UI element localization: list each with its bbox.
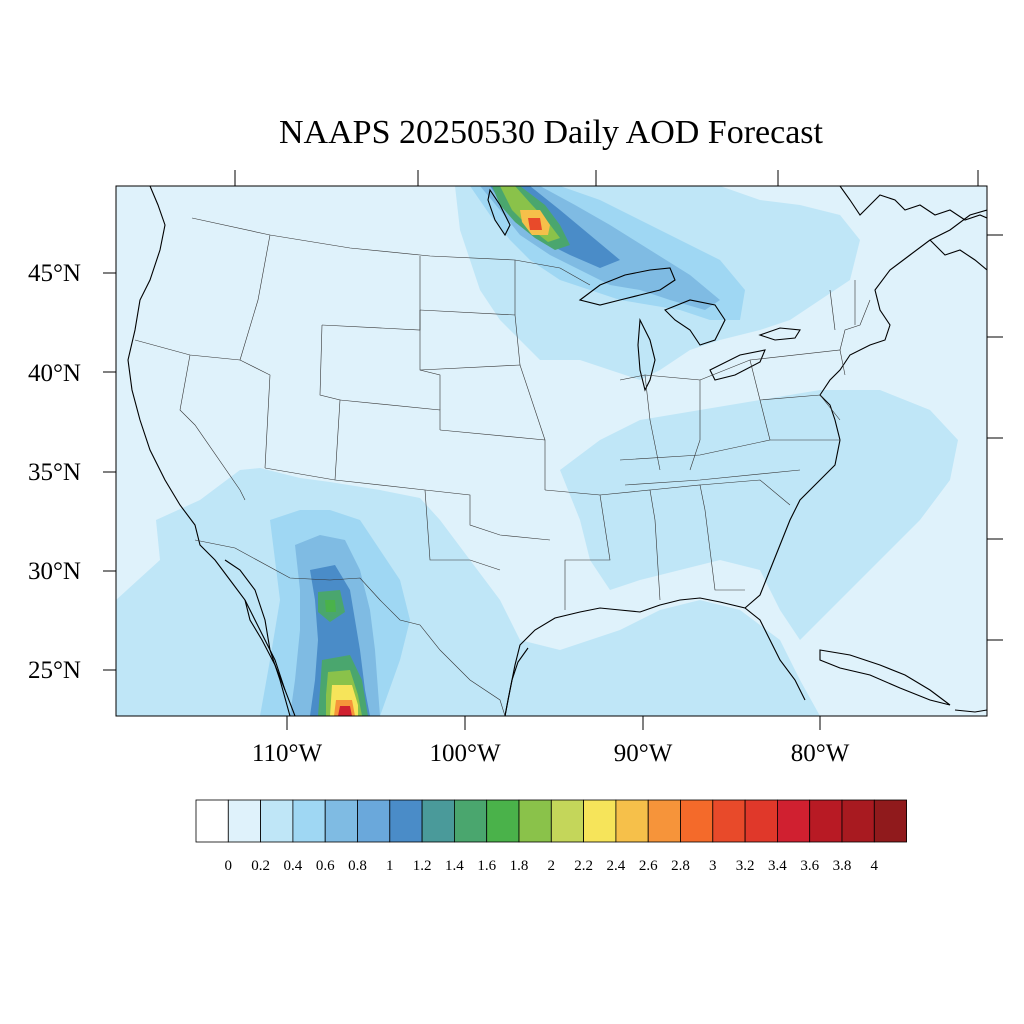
state-borders [134,217,871,716]
colorbar-swatch [615,799,649,843]
colorbar-swatch [486,799,520,843]
colorbar-tick-label: 1.6 [477,858,496,874]
colorbar-swatch [324,799,358,843]
colorbar-tick-label: 3.8 [833,858,852,874]
colorbar-tick-label: 2.6 [639,858,658,874]
colorbar-tick-label: 3.2 [736,858,755,874]
colorbar-tick-label: 1.2 [413,858,432,874]
colorbar-swatch [260,799,294,843]
lat-label-25n: 25°N [28,657,81,684]
colorbar-tick-label: 4 [871,858,879,874]
colorbar-tick-label: 2.2 [574,858,593,874]
colorbar-tick-label: 2 [548,858,556,874]
aod-colorbar-labels: 0 0.2 0.4 0.6 0.8 1 1.2 1.4 1.6 1.8 2 2.2 2.4 2.6 2.8 3… [225,858,879,874]
lat-label-35n: 35°N [28,459,81,486]
colorbar-tick-label: 0.2 [251,858,270,874]
colorbar-swatch [292,799,326,843]
colorbar-swatch [841,799,875,843]
colorbar-swatch [873,799,907,843]
colorbar-tick-label: 1 [386,858,394,874]
colorbar-swatch [357,799,391,843]
colorbar-swatch [712,799,746,843]
colorbar-swatch [583,799,617,843]
colorbar-tick-label: 0 [225,858,233,874]
colorbar-tick-label: 0.4 [284,858,303,874]
colorbar-tick-label: 3.4 [768,858,787,874]
colorbar-swatch [777,799,811,843]
colorbar-swatch [550,799,584,843]
lat-label-45n: 45°N [28,260,81,287]
colorbar-swatch [227,799,262,843]
lat-label-30n: 30°N [28,558,81,585]
colorbar-tick-label: 1.4 [445,858,464,874]
aod-colorbar [195,799,907,843]
bottom-ticks [286,716,821,730]
colorbar-swatch [195,799,229,843]
colorbar-swatch [518,799,552,843]
colorbar-swatch [647,799,681,843]
colorbar-swatch [744,799,778,843]
colorbar-tick-label: 0.6 [316,858,335,874]
colorbar-tick-label: 3 [709,858,717,874]
map-title: NAAPS 20250530 Daily AOD Forecast [279,114,824,151]
colorbar-swatch [809,799,843,843]
map-panel: 45°N 40°N 35°N 30°N 25°N 110°W 100°W 90°… [28,170,1003,767]
lon-label-80w: 80°W [791,740,850,767]
colorbar-swatch [421,799,455,843]
map-frame [115,185,988,717]
colorbar-swatch [389,799,423,843]
colorbar-tick-label: 3.6 [800,858,819,874]
right-ticks [987,234,1003,641]
texas-coast [504,647,529,716]
aod-field-high-north [492,186,570,250]
aod-field-high-south [318,590,368,716]
colorbar-tick-label: 0.8 [348,858,367,874]
colorbar-tick-label: 1.8 [510,858,529,874]
lat-label-40n: 40°N [28,360,81,387]
colorbar-tick-label: 2.4 [607,858,626,874]
colorbar-swatch [680,799,714,843]
coastlines [127,186,987,716]
lon-label-100w: 100°W [429,740,500,767]
colorbar-swatch [453,799,488,843]
top-ticks [234,170,979,186]
lon-label-90w: 90°W [614,740,673,767]
colorbar-tick-label: 2.8 [671,858,690,874]
lon-label-110w: 110°W [252,740,323,767]
left-ticks [103,272,116,671]
